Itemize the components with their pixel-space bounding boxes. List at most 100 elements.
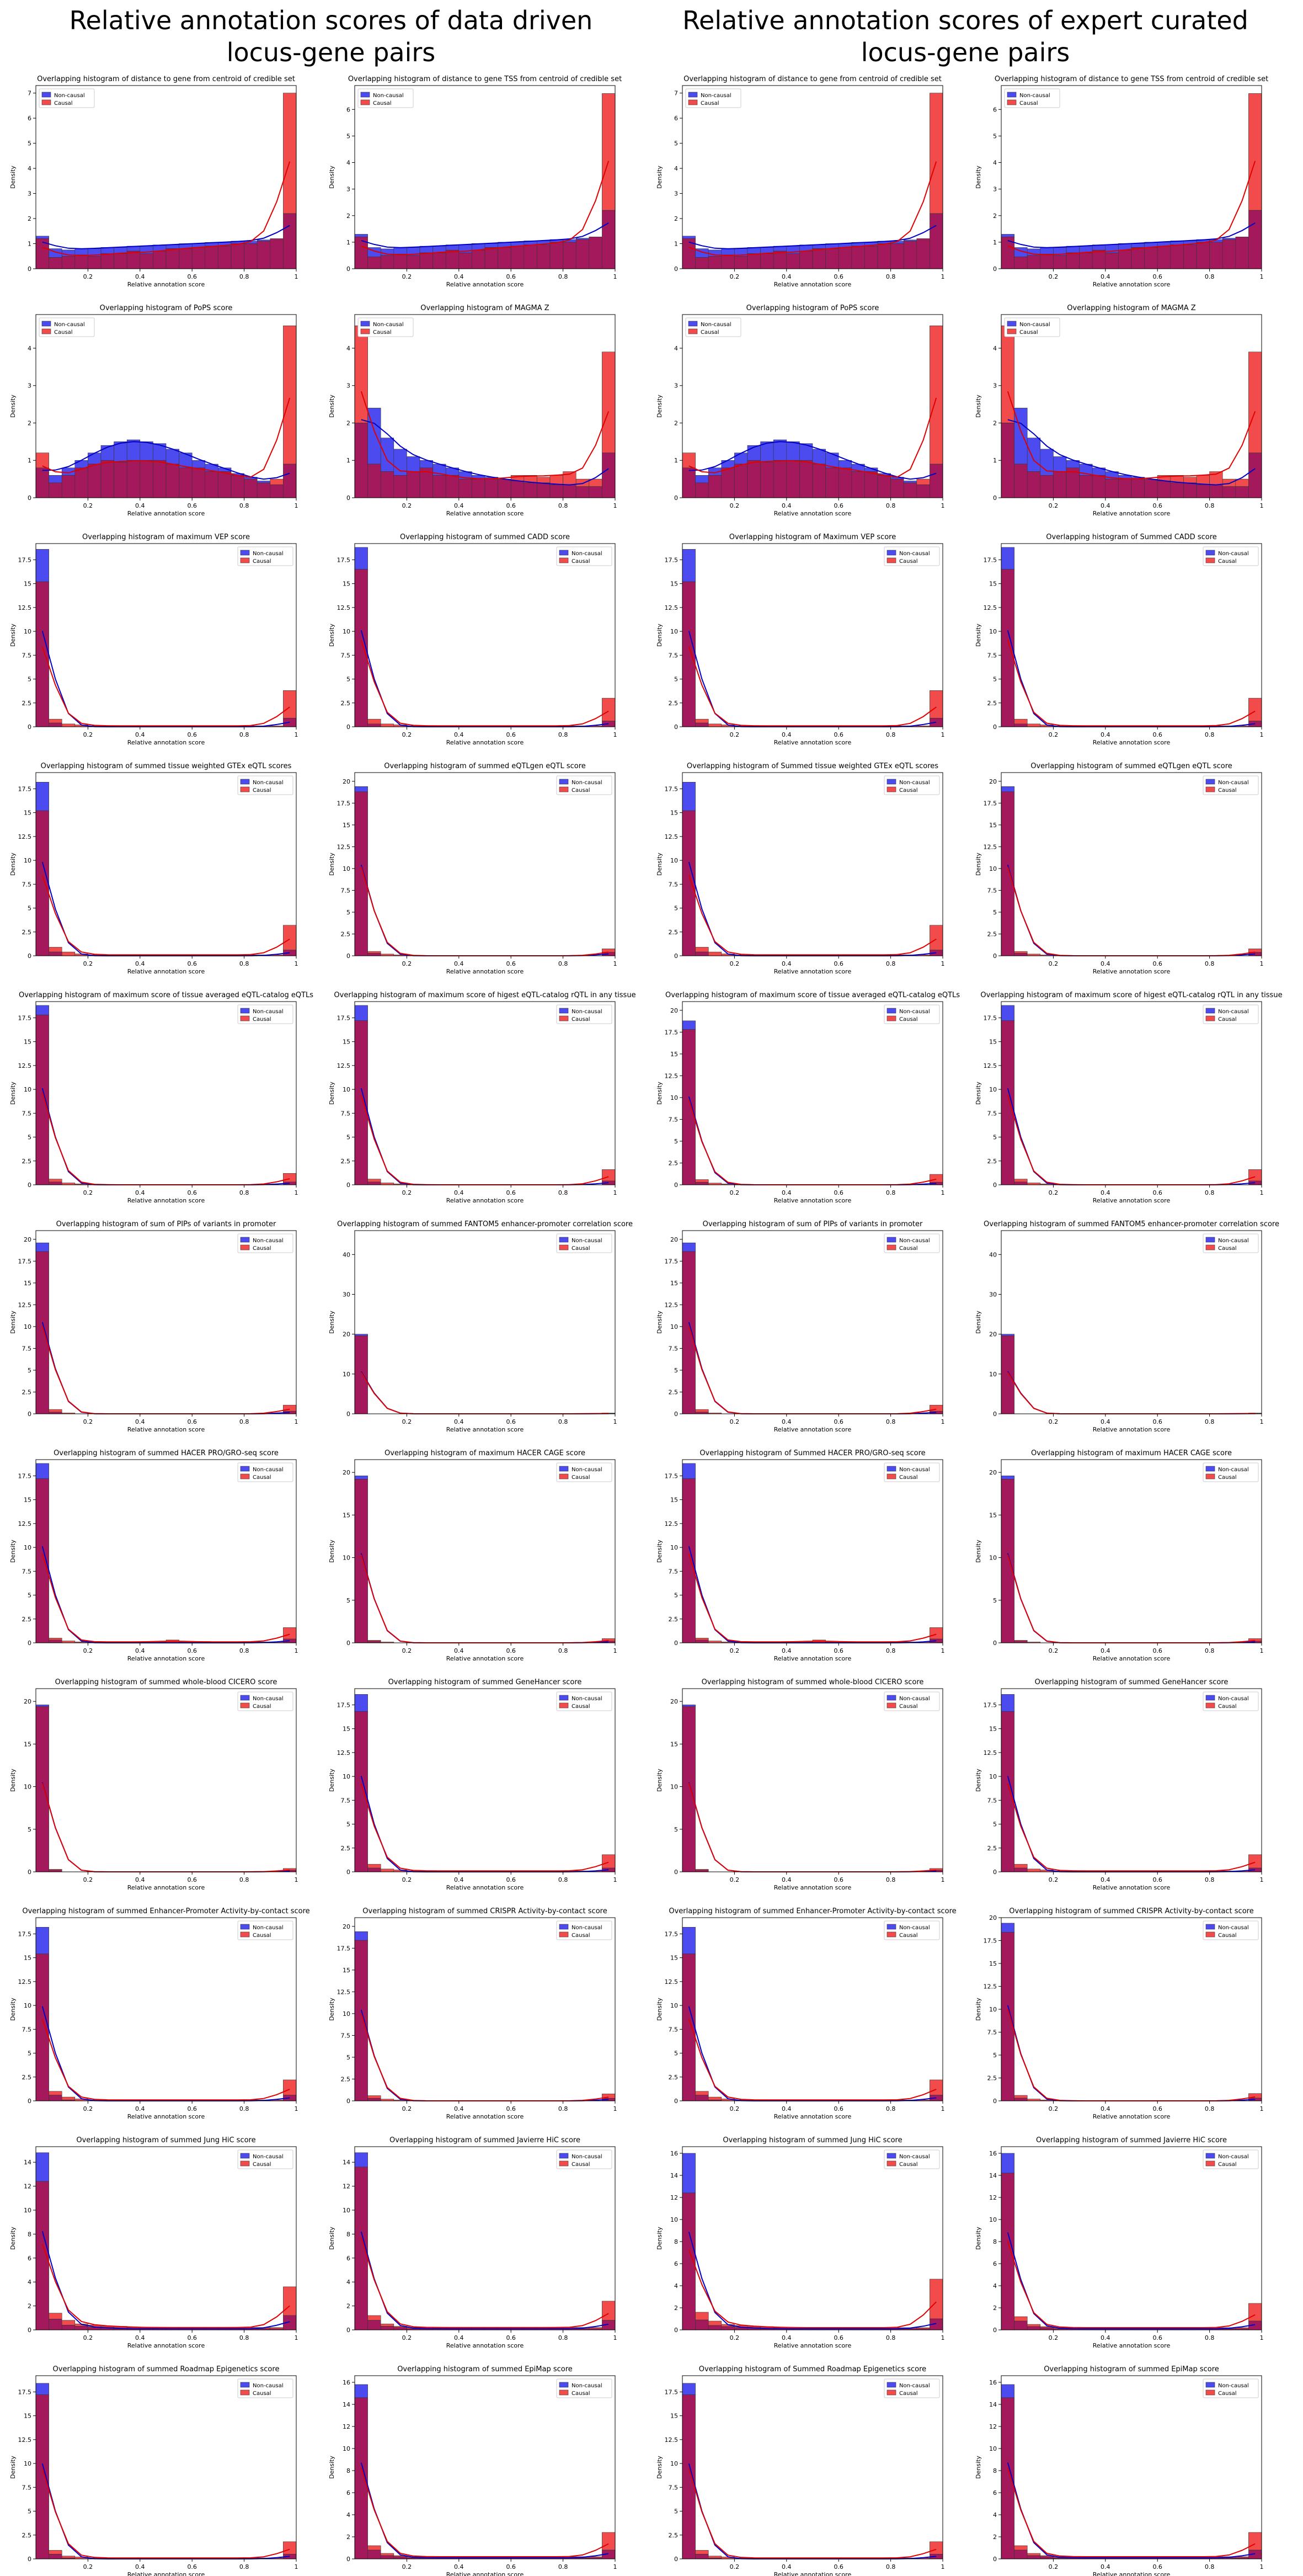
y-tick-label: 15 [24,2413,31,2420]
y-tick-label: 10 [989,2445,997,2452]
x-tick-label: 1 [613,2334,617,2341]
legend-label: Non-causal [253,2154,284,2160]
kde-causal [1007,1555,1256,1643]
bar-causal [1014,1179,1028,1183]
bar-overlap [1144,478,1158,498]
histogram-panel: Overlapping histogram of maximum score o… [656,991,960,1204]
x-tick-label: 0.8 [886,2334,896,2341]
axes-frame [682,1001,943,1185]
kde-non-causal [41,1088,290,1185]
bar-overlap [747,460,761,498]
bar-overlap [257,241,271,269]
bar-causal [1014,2316,1028,2322]
x-tick-label: 0.6 [1152,2334,1162,2341]
panel-title: Overlapping histogram of maximum HACER C… [385,1449,585,1457]
x-axis-label: Relative annotation score [127,1655,205,1662]
bar-overlap [695,722,709,727]
x-axis-label: Relative annotation score [1093,2113,1171,2120]
bar-overlap [445,475,460,498]
y-tick-label: 4 [674,345,678,352]
kde-causal [1007,1783,1256,1872]
x-tick-label: 0.4 [454,1418,464,1425]
bar-overlap [1040,2556,1054,2559]
bar-non-causal [786,441,800,461]
kde-causal [688,2019,937,2101]
legend-label: Causal [572,1704,590,1710]
kde-causal [41,646,290,727]
x-tick-label: 0.8 [1205,1189,1215,1196]
legend-box [884,1462,940,1482]
bar-overlap [930,213,943,269]
bar-causal [695,718,709,723]
y-tick-label: 10 [24,1086,31,1093]
histogram-panel: Overlapping histogram of distance to gen… [656,75,945,288]
kde-non-causal [41,1322,290,1414]
x-tick-label: 1 [941,1876,945,1883]
kde-non-causal [360,2462,609,2558]
kde-causal [360,1783,609,1872]
y-tick-label: 0 [346,265,350,273]
bar-overlap [1183,244,1197,269]
bar-causal [1027,2324,1041,2327]
histogram-panel: Overlapping histogram of PoPS score01234… [656,304,945,517]
y-tick-label: 2.5 [341,700,351,707]
y-tick-label: 5 [993,2052,997,2059]
y-tick-label: 4 [993,345,997,352]
legend-label: Causal [899,1475,918,1481]
x-tick-label: 0.4 [782,2334,792,2341]
bar-causal [380,723,394,727]
kde-non-causal [688,1546,937,1643]
bar-non-causal [1222,238,1236,240]
bar-causal [49,1638,62,1641]
kde-non-causal [1007,1553,1256,1643]
kde-causal [1007,2240,1256,2328]
y-tick-label: 0 [674,1869,678,1876]
x-tick-label: 0.4 [135,1647,145,1654]
kde-non-causal [688,2463,937,2559]
y-tick-label: 6 [346,106,350,113]
legend-label: Causal [899,787,918,794]
y-tick-label: 0 [28,2327,31,2334]
legend-swatch-non-causal [1007,92,1017,98]
bar-non-causal [126,439,141,461]
x-tick-label: 0.6 [187,960,197,967]
y-tick-label: 17.5 [337,800,351,807]
x-tick-label: 0.6 [506,960,516,967]
legend-label: Causal [572,1246,590,1252]
bar-causal [537,477,551,483]
bar-non-causal [1027,438,1041,472]
legend-label: Non-causal [1218,1009,1249,1015]
legend-label: Non-causal [899,1925,930,1931]
x-tick-label: 0.8 [239,1647,249,1654]
x-tick-label: 0.6 [834,1418,843,1425]
bar-overlap [61,475,76,498]
y-tick-label: 8 [993,2238,997,2245]
legend-swatch-causal [41,328,51,334]
bar-overlap [244,478,258,498]
x-tick-label: 1 [295,1876,298,1883]
x-tick-label: 0.6 [834,1189,843,1196]
y-tick-label: 10 [343,1773,350,1780]
y-tick-label: 10 [343,865,350,872]
legend-swatch-non-causal [688,92,698,98]
y-tick-label: 0 [28,494,31,502]
legend-label: Causal [253,1933,271,1939]
x-tick-label: 0.8 [1205,502,1215,509]
y-axis-label: Density [975,395,982,418]
x-tick-label: 0.6 [187,731,197,738]
legend-box [884,546,940,566]
x-axis-label: Relative annotation score [446,510,524,517]
y-tick-label: 0 [993,2556,997,2563]
x-tick-label: 0.8 [239,502,249,509]
y-tick-label: 15 [343,1039,350,1046]
legend-swatch-non-causal [240,1924,250,1930]
bar-overlap [407,471,420,498]
x-tick-label: 0.8 [239,273,249,280]
x-tick-label: 0.8 [558,2563,568,2570]
y-tick-label: 17.5 [665,1472,679,1479]
y-tick-label: 0 [346,2098,350,2105]
x-tick-label: 0.6 [1152,2105,1162,2112]
